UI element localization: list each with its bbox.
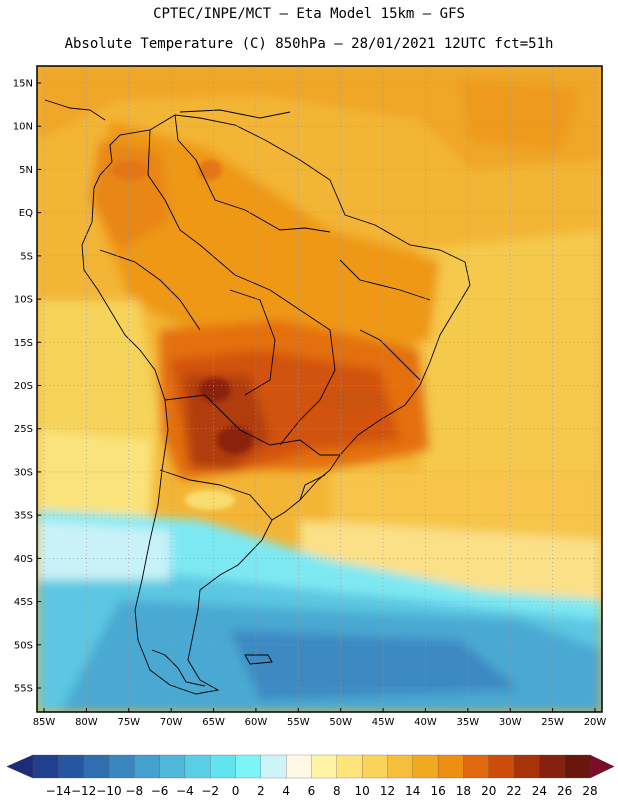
lat-tick-label: 30S [14,467,33,478]
colorbar-swatch [311,754,338,779]
colorbar-swatch [437,754,464,779]
colorbar-label: 16 [430,784,445,798]
lon-tick-label: 70W [160,717,183,728]
lat-tick-label: 40S [14,554,33,565]
lon-tick-label: 55W [287,717,310,728]
colorbar-label: 28 [582,784,597,798]
colorbar-label: −14 [46,784,71,798]
colorbar-label: 2 [257,784,265,798]
colorbar-label: −10 [96,784,121,798]
colorbar-swatch [539,754,566,779]
lat-tick-label: EQ [19,208,33,219]
axis-labels: 15N 10N 5N EQ 5S 10S 15S 20S 25S 30S 35S 40S 45S 50S 5… [13,79,607,729]
lon-tick-label: 25W [541,717,564,728]
lat-tick-label: 15S [14,338,33,349]
colorbar-swatch [361,754,388,779]
lat-tick-label: 50S [14,640,33,651]
colorbar-swatch [134,754,161,779]
lon-tick-label: 75W [117,717,140,728]
colorbar-swatch [235,754,262,779]
lat-tick-label: 35S [14,511,33,522]
colorbar-swatch [488,754,515,779]
colorbar: −14 −12 −10 −8 −6 −4 −2 0 2 4 6 8 10 12 14 16 18 20 22 24 26… [6,754,615,798]
colorbar-label: 4 [282,784,290,798]
lon-tick-label: 40W [414,717,437,728]
colorbar-label: 26 [557,784,572,798]
colorbar-swatch [210,754,236,779]
colorbar-swatch [108,754,135,779]
colorbar-swatch [286,754,312,779]
lon-tick-label: 30W [499,717,522,728]
lat-tick-label: 10S [14,295,33,306]
colorbar-label: 0 [232,784,240,798]
colorbar-label: 12 [380,784,395,798]
colorbar-label: −8 [125,784,143,798]
colorbar-label: 22 [506,784,521,798]
colorbar-swatch [260,754,287,779]
colorbar-label: 10 [354,784,369,798]
colorbar-swatch [513,754,540,779]
lat-tick-label: 5N [19,165,33,176]
colorbar-swatch [32,754,59,779]
colorbar-label: −4 [176,784,194,798]
map-title: CPTEC/INPE/MCT – Eta Model 15km – GFS [153,6,465,22]
colorbar-label: −6 [151,784,169,798]
colorbar-swatch [412,754,439,779]
coastline [44,99,471,695]
colorbar-label: 6 [308,784,316,798]
lon-tick-label: 65W [202,717,225,728]
colorbar-label: 18 [456,784,471,798]
lon-tick-label: 35W [457,717,480,728]
colorbar-label: −12 [71,784,96,798]
colorbar-swatch [83,754,110,779]
lon-tick-label: 45W [372,717,395,728]
lat-tick-label: 55S [14,684,33,695]
lon-tick-label: 50W [329,717,352,728]
colorbar-swatch [159,754,186,779]
colorbar-label: −2 [201,784,219,798]
lat-tick-label: 10N [13,122,33,133]
lat-tick-label: 25S [14,424,33,435]
colorbar-right-arrow [589,754,615,779]
lat-tick-label: 45S [14,597,33,608]
lon-tick-label: 60W [245,717,268,728]
colorbar-swatch [564,754,591,779]
colorbar-swatch [184,754,211,779]
colorbar-swatch [387,754,414,779]
map-field [37,66,602,712]
colorbar-left-arrow [6,754,34,779]
colorbar-label: 14 [405,784,420,798]
colorbar-swatch [463,754,490,779]
lat-tick-label: 20S [14,381,33,392]
colorbar-label: 20 [481,784,496,798]
colorbar-label: 8 [333,784,341,798]
colorbar-swatch [336,754,363,779]
colorbar-swatch [58,754,85,779]
map-subtitle: Absolute Temperature (C) 850hPa – 28/01/… [64,36,554,52]
lon-tick-label: 85W [33,717,56,728]
colorbar-label: 24 [532,784,547,798]
map-frame [36,65,603,713]
lon-tick-label: 80W [75,717,98,728]
lat-tick-label: 15N [13,79,33,90]
lon-tick-label: 20W [584,717,607,728]
lat-tick-label: 5S [20,251,33,262]
